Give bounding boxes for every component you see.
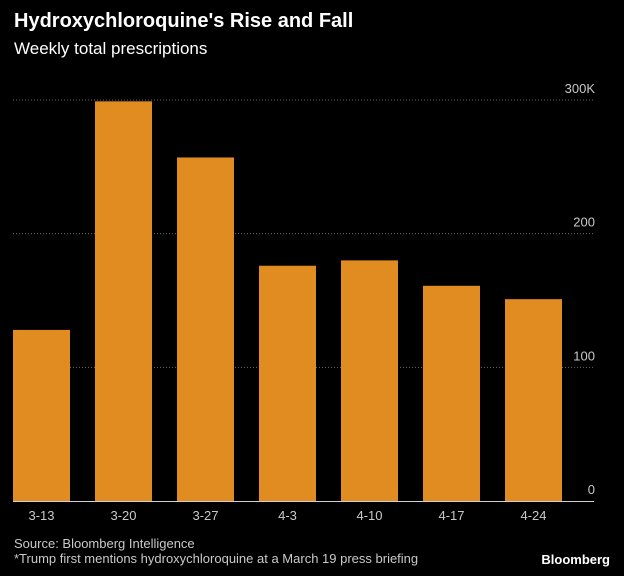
- bar-4-24: [505, 299, 562, 501]
- bloomberg-logo: Bloomberg: [541, 552, 610, 567]
- bar-4-17: [423, 285, 480, 501]
- bar-chart: 0 100 200 300K 3-13 3-20 3-27 4-3 4-10 4-17 4-24: [13, 81, 596, 523]
- bar-3-27: [177, 157, 234, 501]
- footnote: *Trump first mentions hydroxychloroquine…: [14, 551, 419, 566]
- bar-4-3: [259, 265, 316, 501]
- chart-subtitle: Weekly total prescriptions: [14, 39, 208, 58]
- x-tick-label: 4-10: [356, 508, 382, 523]
- bar-3-13: [13, 329, 70, 501]
- x-tick-label: 4-24: [520, 508, 546, 523]
- x-tick-label: 3-20: [110, 508, 136, 523]
- bars: [13, 101, 562, 501]
- y-tick-label: 100: [573, 348, 595, 363]
- source-note: Source: Bloomberg Intelligence: [14, 536, 195, 551]
- y-tick-label: 200: [573, 215, 595, 230]
- y-tick-label: 300K: [565, 81, 596, 96]
- x-tick-label: 4-3: [278, 508, 297, 523]
- y-tick-label: 0: [588, 482, 595, 497]
- x-axis-ticks: 3-13 3-20 3-27 4-3 4-10 4-17 4-24: [28, 508, 546, 523]
- x-tick-label: 3-27: [192, 508, 218, 523]
- chart-title: Hydroxychloroquine's Rise and Fall: [14, 10, 354, 32]
- x-tick-label: 3-13: [28, 508, 54, 523]
- bar-4-10: [341, 260, 398, 501]
- y-axis-ticks: 0 100 200 300K: [565, 81, 596, 497]
- bar-3-20: [95, 101, 152, 501]
- x-tick-label: 4-17: [438, 508, 464, 523]
